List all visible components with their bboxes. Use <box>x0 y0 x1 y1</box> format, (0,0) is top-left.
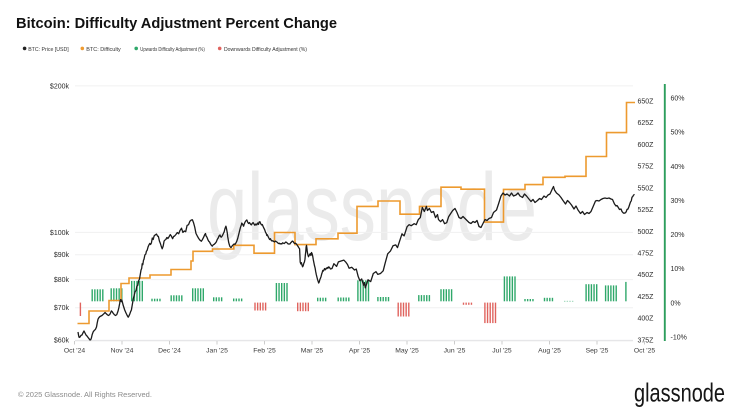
svg-text:$200k: $200k <box>50 83 70 90</box>
svg-text:40%: 40% <box>671 164 685 171</box>
svg-text:$80k: $80k <box>54 277 70 284</box>
svg-text:BTC: Difficulty: BTC: Difficulty <box>86 47 121 53</box>
svg-text:Oct '24: Oct '24 <box>64 348 86 355</box>
svg-text:375Z: 375Z <box>638 337 655 344</box>
svg-text:Sep '25: Sep '25 <box>586 348 609 355</box>
svg-text:425Z: 425Z <box>638 294 655 301</box>
svg-text:Jul '25: Jul '25 <box>492 348 512 355</box>
svg-text:Jan '25: Jan '25 <box>206 348 228 355</box>
svg-text:60%: 60% <box>671 95 685 102</box>
svg-text:glassnode: glassnode <box>207 154 537 261</box>
svg-text:10%: 10% <box>671 266 685 273</box>
svg-text:May '25: May '25 <box>395 348 419 355</box>
svg-text:550Z: 550Z <box>638 185 655 192</box>
svg-text:© 2025 Glassnode. All Rights R: © 2025 Glassnode. All Rights Reserved. <box>18 390 152 399</box>
svg-text:Dec '24: Dec '24 <box>158 348 181 355</box>
svg-text:450Z: 450Z <box>638 272 655 279</box>
svg-text:400Z: 400Z <box>638 316 655 323</box>
svg-text:500Z: 500Z <box>638 229 655 236</box>
svg-text:glassnode: glassnode <box>634 378 725 408</box>
svg-text:Nov '24: Nov '24 <box>111 348 134 355</box>
svg-text:-10%: -10% <box>671 335 687 342</box>
svg-text:Downwards Difficulty Adjustmen: Downwards Difficulty Adjustment (%) <box>224 47 307 53</box>
svg-text:$100k: $100k <box>50 230 70 237</box>
svg-text:BTC: Price [USD]: BTC: Price [USD] <box>28 47 69 53</box>
svg-text:$70k: $70k <box>54 305 70 312</box>
svg-text:0%: 0% <box>671 300 681 307</box>
svg-text:Bitcoin: Difficulty Adjustment: Bitcoin: Difficulty Adjustment Percent C… <box>16 15 337 32</box>
svg-text:Mar '25: Mar '25 <box>301 348 324 355</box>
svg-text:30%: 30% <box>671 198 685 205</box>
svg-text:Apr '25: Apr '25 <box>349 348 371 355</box>
svg-text:600Z: 600Z <box>638 142 655 149</box>
svg-text:Oct '25: Oct '25 <box>634 348 656 355</box>
svg-text:$90k: $90k <box>54 252 70 259</box>
svg-text:Feb '25: Feb '25 <box>253 348 276 355</box>
svg-text:475Z: 475Z <box>638 251 655 258</box>
svg-text:525Z: 525Z <box>638 207 655 214</box>
svg-text:20%: 20% <box>671 232 685 239</box>
svg-text:Jun '25: Jun '25 <box>444 348 466 355</box>
svg-text:625Z: 625Z <box>638 120 655 127</box>
svg-text:575Z: 575Z <box>638 164 655 171</box>
svg-text:$60k: $60k <box>54 338 70 345</box>
svg-text:Upwards Difficulty Adjustment: Upwards Difficulty Adjustment (%) <box>140 47 205 53</box>
svg-text:Aug '25: Aug '25 <box>538 348 561 355</box>
svg-text:50%: 50% <box>671 130 685 137</box>
svg-text:650Z: 650Z <box>638 98 655 105</box>
